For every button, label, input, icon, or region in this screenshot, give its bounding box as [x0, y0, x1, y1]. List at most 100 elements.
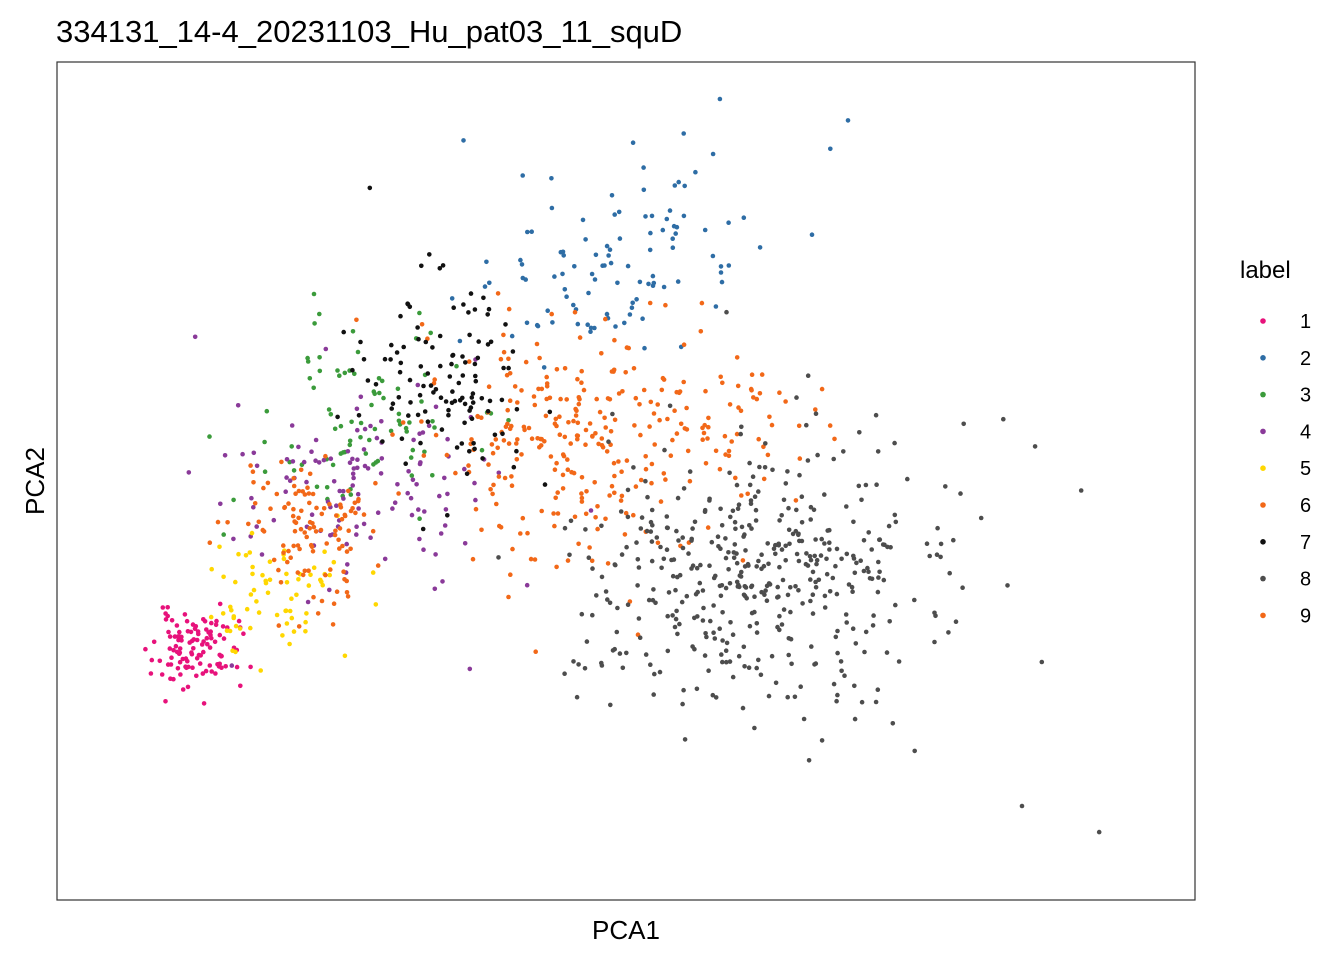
data-point-label-5	[233, 579, 238, 585]
data-point-label-6	[623, 510, 629, 516]
data-point-label-4	[356, 506, 361, 511]
data-point-label-2	[649, 213, 655, 219]
data-point-label-8	[739, 424, 744, 430]
data-point-label-8	[620, 665, 626, 671]
data-point-label-8	[752, 494, 758, 500]
data-point-label-8	[718, 506, 723, 512]
data-point-label-8	[849, 584, 855, 590]
data-point-label-1	[177, 646, 183, 651]
data-point-label-1	[149, 657, 155, 663]
data-point-label-6	[453, 470, 458, 476]
data-point-label-1	[157, 658, 163, 664]
chart-title: 334131_14-4_20231103_Hu_pat03_11_squD	[56, 14, 682, 49]
data-point-label-8	[496, 555, 501, 560]
data-point-label-3	[388, 428, 394, 434]
data-point-label-9	[333, 528, 338, 534]
data-point-label-8	[912, 597, 917, 603]
data-point-label-6	[553, 495, 558, 501]
data-point-label-3	[337, 373, 342, 379]
data-point-label-4	[313, 458, 318, 464]
data-point-label-8	[831, 681, 837, 687]
data-point-label-3	[342, 370, 348, 376]
data-point-label-8	[822, 605, 828, 610]
data-point-label-8	[766, 693, 772, 699]
data-point-label-5	[311, 565, 317, 570]
data-point-label-6	[633, 484, 639, 489]
data-point-label-6	[734, 355, 740, 360]
data-point-label-9	[252, 501, 258, 506]
data-point-label-8	[720, 610, 725, 615]
data-point-label-8	[852, 683, 857, 689]
data-point-label-6	[738, 408, 744, 414]
data-point-label-7	[446, 407, 451, 413]
data-point-label-6	[618, 498, 624, 503]
data-point-label-5	[260, 572, 265, 578]
data-point-label-6	[655, 540, 661, 546]
data-point-label-9	[276, 623, 282, 628]
data-point-label-8	[571, 659, 576, 664]
data-point-label-2	[585, 322, 590, 328]
data-point-label-8	[730, 674, 736, 680]
data-point-label-6	[703, 461, 709, 466]
data-point-label-8	[757, 464, 762, 470]
data-point-label-8	[664, 525, 670, 530]
data-point-label-9	[291, 506, 296, 512]
data-point-label-9	[261, 529, 267, 534]
data-point-label-8	[673, 616, 679, 622]
data-point-label-3	[372, 391, 378, 397]
data-point-label-8	[719, 523, 725, 528]
data-point-label-2	[702, 227, 708, 233]
data-point-label-7	[485, 312, 491, 317]
data-point-label-8	[734, 560, 740, 566]
data-point-label-8	[797, 538, 802, 544]
data-point-label-5	[320, 582, 326, 588]
data-point-label-4	[473, 497, 478, 503]
data-point-label-8	[607, 600, 613, 606]
data-point-label-3	[307, 376, 313, 381]
data-point-label-7	[367, 185, 373, 191]
data-point-label-8	[934, 552, 940, 557]
data-point-label-8	[599, 574, 605, 580]
data-point-label-6	[599, 443, 605, 448]
data-point-label-8	[749, 584, 754, 590]
data-point-label-7	[446, 412, 451, 418]
data-point-label-7	[423, 339, 429, 345]
data-point-label-2	[549, 205, 555, 211]
data-point-label-6	[777, 390, 782, 396]
data-point-label-6	[543, 413, 549, 419]
data-point-label-3	[338, 423, 344, 429]
data-point-label-8	[637, 635, 643, 640]
data-point-label-8	[799, 494, 805, 500]
data-point-label-4	[421, 547, 426, 552]
data-point-label-9	[332, 532, 338, 538]
data-point-label-2	[560, 271, 565, 277]
data-point-label-8	[646, 597, 652, 603]
data-point-label-4	[445, 436, 450, 442]
data-point-label-4	[496, 470, 502, 476]
data-point-label-6	[508, 572, 513, 577]
data-point-label-8	[682, 737, 688, 742]
data-point-label-4	[354, 524, 359, 529]
data-point-label-4	[362, 463, 368, 469]
data-point-label-9	[345, 594, 351, 599]
data-point-label-8	[562, 671, 567, 676]
data-point-label-8	[726, 550, 731, 555]
data-point-label-1	[160, 605, 166, 610]
data-point-label-2	[717, 96, 723, 102]
data-point-label-7	[430, 345, 435, 350]
data-point-label-9	[291, 543, 297, 549]
data-point-label-1	[201, 639, 206, 644]
data-point-label-8	[822, 593, 828, 599]
data-point-label-6	[479, 527, 484, 533]
data-point-label-1	[178, 672, 183, 677]
data-point-label-6	[544, 374, 549, 380]
data-point-label-2	[604, 311, 610, 317]
data-point-label-6	[520, 515, 526, 521]
data-point-label-6	[557, 432, 563, 438]
data-point-label-4	[309, 449, 314, 455]
data-point-label-7	[373, 382, 379, 387]
data-point-label-8	[780, 577, 786, 583]
data-point-label-6	[510, 546, 515, 552]
data-point-label-6	[497, 523, 502, 529]
